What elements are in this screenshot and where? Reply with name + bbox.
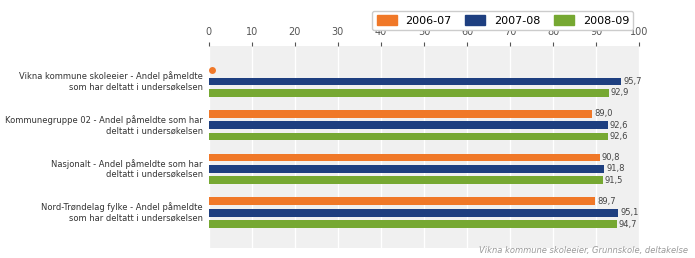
Text: 95,1: 95,1 <box>621 208 639 217</box>
Text: 92,6: 92,6 <box>610 121 628 130</box>
Bar <box>208 220 616 228</box>
Text: 91,8: 91,8 <box>606 164 625 173</box>
Text: 89,0: 89,0 <box>594 109 613 118</box>
Text: 95,7: 95,7 <box>623 77 641 86</box>
Bar <box>208 209 619 217</box>
Text: 92,9: 92,9 <box>611 88 630 97</box>
Bar <box>208 89 609 97</box>
Bar <box>208 165 604 173</box>
Bar <box>208 110 592 118</box>
Bar <box>208 121 607 129</box>
Text: 89,7: 89,7 <box>597 197 616 206</box>
Bar <box>208 176 603 184</box>
Text: 94,7: 94,7 <box>619 220 637 229</box>
Bar <box>208 154 600 162</box>
Text: Vikna kommune skoleeier, Grunnskole, deltakelse: Vikna kommune skoleeier, Grunnskole, del… <box>479 246 688 255</box>
Text: 91,5: 91,5 <box>605 176 623 185</box>
Text: 92,6: 92,6 <box>610 132 628 141</box>
Bar <box>208 197 595 205</box>
Bar <box>208 77 621 85</box>
Legend: 2006-07, 2007-08, 2008-09: 2006-07, 2007-08, 2008-09 <box>373 11 633 30</box>
Bar <box>208 133 607 141</box>
Text: 90,8: 90,8 <box>602 153 621 162</box>
